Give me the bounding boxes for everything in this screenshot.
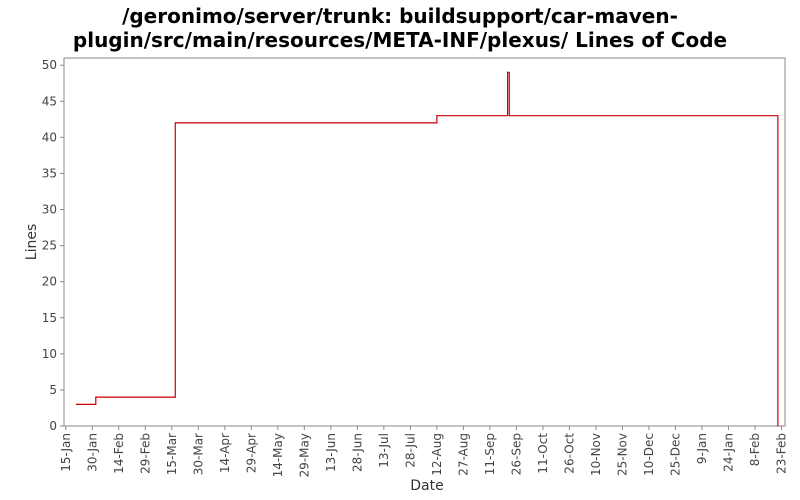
x-tick-label: 30-Mar [191,433,205,475]
y-tick-label: 15 [42,311,57,325]
x-tick-label: 23-Feb [774,433,788,474]
y-tick-label: 0 [49,419,57,433]
x-tick-label: 10-Dec [642,433,656,476]
chart-title-line-2: plugin/src/main/resources/META-INF/plexu… [72,28,728,52]
y-axis: 0 5 10 15 20 25 30 35 40 45 50 [42,58,64,433]
x-tick-label: 28-Jun [350,433,364,472]
data-point [506,71,509,74]
x-tick-label: 12-Aug [430,433,444,476]
plot-area [63,57,786,427]
data-point [95,396,97,398]
x-tick-label: 11-Oct [536,433,550,474]
data-point [436,115,438,117]
x-tick-label: 9-Jan [695,433,709,464]
x-tick-label: 25-Dec [668,433,682,476]
x-axis: 15-Jan 30-Jan 14-Feb 29-Feb 15-Mar 30-Mar 14-A… [59,426,788,477]
x-tick-label: 28-Jul [403,433,417,468]
y-tick-label: 20 [42,275,57,289]
y-tick-label: 45 [42,94,57,108]
x-tick-label: 14-Apr [218,433,232,473]
y-tick-label: 10 [42,347,57,361]
x-tick-label: 14-May [271,433,285,477]
x-tick-label: 27-Aug [456,433,470,476]
data-point [777,425,779,427]
y-tick-label: 25 [42,239,57,253]
x-tick-label: 30-Jan [85,433,99,472]
x-tick-label: 26-Sep [509,433,523,475]
x-tick-label: 24-Jan [721,433,735,472]
x-tick-label: 8-Feb [748,433,762,466]
y-tick-label: 30 [42,203,57,217]
x-tick-label: 13-Jun [324,433,338,472]
x-tick-label: 15-Jan [59,433,73,472]
x-tick-label: 11-Sep [483,433,497,475]
data-point [174,122,176,124]
y-tick-label: 50 [42,58,57,72]
y-axis-label: Lines [24,224,40,260]
series-layer [75,71,779,427]
data-point [75,403,77,405]
x-tick-label: 29-May [297,433,311,477]
x-tick-label: 10-Nov [589,433,603,476]
x-tick-label: 26-Oct [562,433,576,474]
x-tick-label: 29-Apr [244,433,258,473]
data-point [508,115,510,117]
chart-title-line-1: /geronimo/server/trunk: buildsupport/car… [122,4,678,28]
x-tick-label: 29-Feb [138,433,152,474]
y-tick-label: 5 [49,383,57,397]
y-tick-label: 35 [42,166,57,180]
x-tick-label: 15-Mar [165,433,179,475]
x-tick-label: 13-Jul [377,433,391,468]
x-tick-label: 14-Feb [112,433,126,474]
x-axis-label: Date [410,478,443,494]
y-tick-label: 40 [42,130,57,144]
x-tick-label: 25-Nov [615,433,629,476]
